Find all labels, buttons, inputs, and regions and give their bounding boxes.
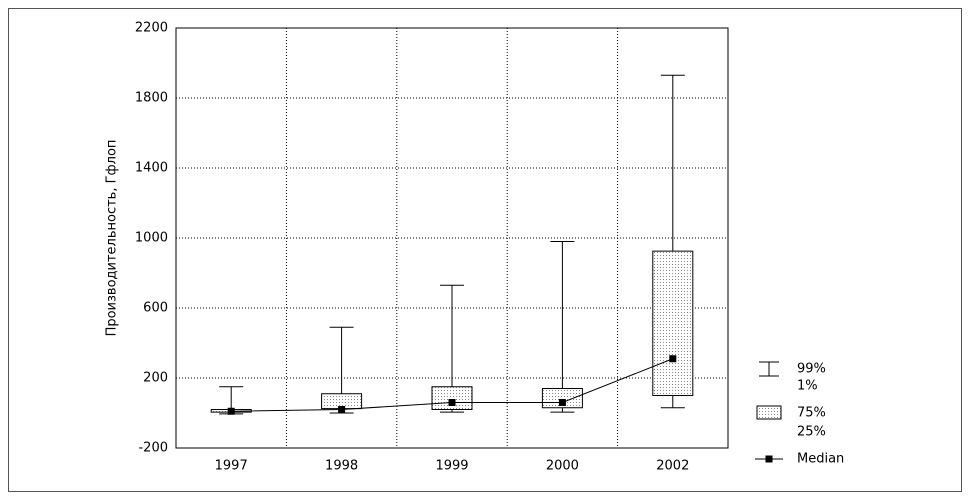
- legend-label: 99%: [797, 362, 826, 377]
- legend-box: [756, 405, 782, 420]
- y-tick-label: 600: [143, 301, 168, 316]
- x-tick-label: 1999: [435, 459, 468, 474]
- box: [431, 386, 473, 410]
- box: [652, 250, 694, 396]
- x-tick-label: 2002: [656, 459, 689, 474]
- y-tick-label: 200: [143, 371, 168, 386]
- legend-label: 25%: [797, 425, 826, 440]
- legend-median-point: [765, 455, 773, 463]
- median-point: [448, 399, 456, 406]
- y-tick-label: 1800: [135, 91, 168, 106]
- median-point: [338, 406, 346, 413]
- x-tick-label: 2000: [546, 459, 579, 474]
- y-tick-label: -200: [138, 441, 168, 456]
- y-axis-label: Производительность, Гфлоп: [105, 140, 120, 337]
- y-tick-label: 1400: [135, 161, 168, 176]
- x-tick-label: 1997: [215, 459, 248, 474]
- median-point: [227, 407, 235, 415]
- plot-area: [175, 27, 729, 449]
- legend-label: Median: [797, 452, 844, 467]
- legend-label: 75%: [797, 406, 826, 421]
- median-point: [669, 355, 677, 363]
- y-tick-label: 2200: [135, 21, 168, 36]
- frame: [8, 8, 962, 492]
- median-point: [558, 399, 566, 406]
- y-tick-label: 1000: [135, 231, 168, 246]
- x-tick-label: 1998: [325, 459, 358, 474]
- legend-label: 1%: [797, 379, 818, 394]
